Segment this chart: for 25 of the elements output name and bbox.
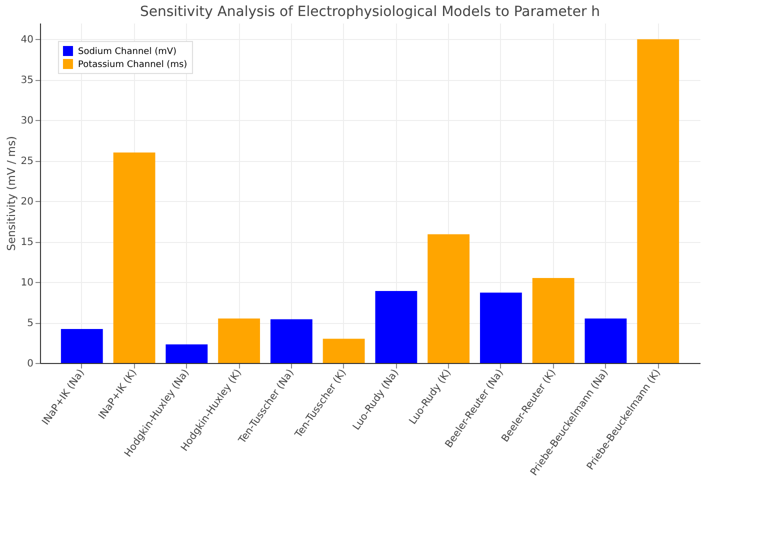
- y-tick-label: 30: [20, 116, 34, 127]
- bar: [322, 338, 365, 363]
- y-tick-label: 15: [20, 237, 34, 248]
- y-tick-label: 5: [27, 318, 34, 330]
- y-tick-label: 40: [20, 34, 34, 46]
- legend-label: Potassium Channel (ms): [78, 60, 188, 70]
- bar: [113, 152, 156, 363]
- chart-title: Sensitivity Analysis of Electrophysiological Models to Parameter h: [140, 4, 600, 20]
- y-tick-label: 25: [20, 156, 34, 168]
- bar: [637, 39, 680, 363]
- bar: [480, 292, 522, 363]
- y-tick-label: 0: [27, 358, 34, 370]
- y-tick-label: 35: [20, 75, 34, 86]
- y-tick-label: 20: [20, 196, 34, 208]
- y-tick-label: 10: [20, 278, 34, 289]
- bar: [375, 290, 418, 363]
- bar: [584, 318, 627, 363]
- bar: [532, 278, 574, 363]
- bar: [428, 234, 470, 363]
- y-axis-title: Sensitivity (mV / ms): [4, 136, 18, 251]
- bar: [166, 344, 208, 363]
- bar: [218, 318, 260, 363]
- bar: [60, 329, 103, 363]
- bar: [270, 319, 312, 363]
- legend-label: Sodium Channel (mV): [78, 47, 177, 57]
